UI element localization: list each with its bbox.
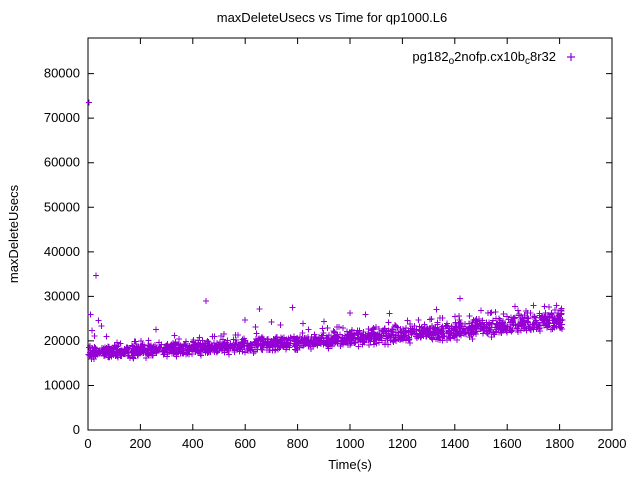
legend-label-mid: 2nofp.cx10b bbox=[454, 49, 525, 64]
x-tick-label: 1400 bbox=[440, 436, 469, 451]
y-tick-label: 70000 bbox=[44, 110, 80, 125]
x-tick-label: 1800 bbox=[545, 436, 574, 451]
y-tick-label: 60000 bbox=[44, 155, 80, 170]
legend-label-sub2: c bbox=[525, 56, 530, 67]
x-tick-label: 600 bbox=[234, 436, 256, 451]
y-axis-label: maxDeleteUsecs bbox=[6, 184, 21, 283]
x-tick-label: 200 bbox=[130, 436, 152, 451]
series-points bbox=[85, 99, 566, 362]
y-tick-label: 80000 bbox=[44, 66, 80, 81]
x-tick-label: 800 bbox=[287, 436, 309, 451]
y-tick-label: 50000 bbox=[44, 199, 80, 214]
legend-label-pre: pg182 bbox=[412, 49, 448, 64]
legend-label-sub1: o bbox=[449, 56, 455, 67]
legend-label: pg182o2nofp.cx10bc8r32 bbox=[412, 49, 556, 67]
legend-label-post: 8r32 bbox=[530, 49, 556, 64]
legend-plus-marker-icon bbox=[567, 53, 575, 61]
chart-title: maxDeleteUsecs vs Time for qp1000.L6 bbox=[217, 10, 448, 25]
y-tick-label: 10000 bbox=[44, 377, 80, 392]
y-tick-label: 40000 bbox=[44, 244, 80, 259]
y-tick-label: 0 bbox=[73, 422, 80, 437]
data-points bbox=[85, 99, 566, 362]
x-tick-label: 1600 bbox=[493, 436, 522, 451]
x-tick-label: 0 bbox=[84, 436, 91, 451]
axes: 0 200 400 600 800 1000 1200 1400 1600 1800 2000010… bbox=[44, 37, 627, 451]
x-axis-label: Time(s) bbox=[328, 457, 372, 472]
legend: pg182o2nofp.cx10bc8r32 bbox=[412, 49, 575, 67]
x-tick-label: 2000 bbox=[598, 436, 627, 451]
x-tick-label: 400 bbox=[182, 436, 204, 451]
y-tick-label: 30000 bbox=[44, 288, 80, 303]
y-tick-label: 20000 bbox=[44, 333, 80, 348]
x-tick-label: 1000 bbox=[336, 436, 365, 451]
x-tick-label: 1200 bbox=[388, 436, 417, 451]
